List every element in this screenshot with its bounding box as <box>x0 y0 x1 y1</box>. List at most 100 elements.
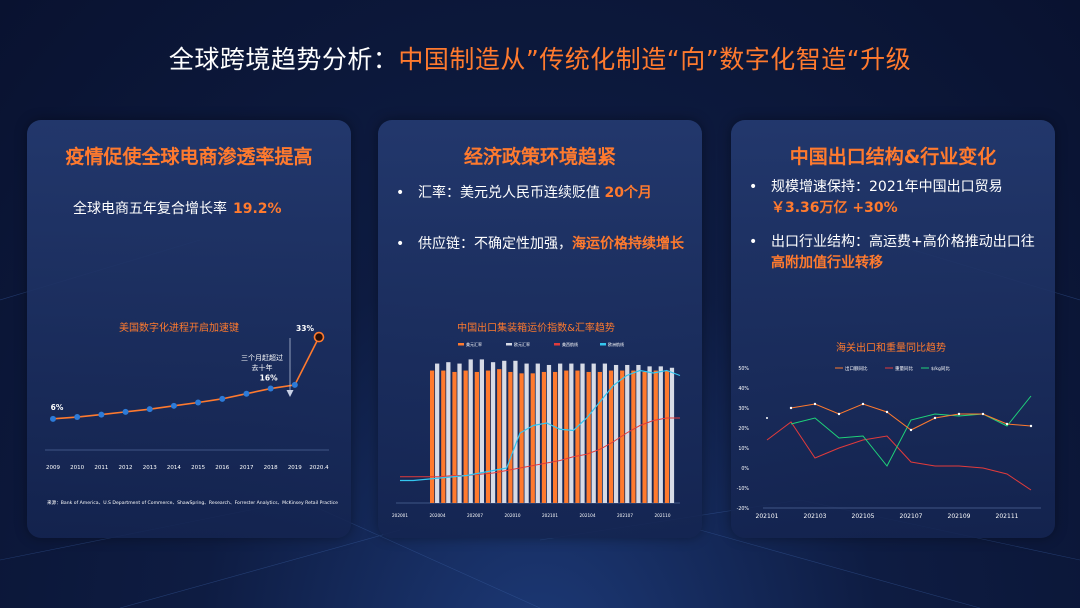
legend-label: 欧洲航线 <box>608 341 624 347</box>
card-heading: 经济政策环境趋紧 <box>463 146 616 168</box>
bar-series-a <box>463 370 468 503</box>
bullet-scale-growth: • 规模增速保持：2021年中国出口贸易 ￥3.36万亿 +30% <box>749 177 1045 219</box>
annotation-line-2: 去十年 <box>252 363 273 372</box>
bar-series-a <box>530 373 535 503</box>
data-point <box>933 416 937 420</box>
data-point <box>789 406 793 410</box>
data-point-end <box>313 331 325 343</box>
bullet-text: 供应链：不确定性加强， <box>418 236 572 252</box>
x-tick-label: 202109 <box>948 513 971 520</box>
bar-series-b <box>569 363 574 503</box>
bar-series-b <box>446 362 451 503</box>
data-point <box>909 428 913 432</box>
line-series-export-value <box>790 403 1032 431</box>
bar-series-a <box>474 371 479 503</box>
x-tick-label: 202104 <box>580 513 596 518</box>
bar-series-a <box>508 371 513 503</box>
data-point <box>1005 422 1009 426</box>
legend-swatch <box>458 343 464 346</box>
x-tick-label: 2016 <box>215 465 229 471</box>
data-point <box>50 415 56 422</box>
bullet-highlight: 海运价格持续增长 <box>572 236 684 252</box>
data-label-mid: 16% <box>260 374 278 383</box>
page-title: 全球跨境趋势分析：中国制造从”传统化制造“向”数字化智造“升级 <box>0 40 1080 76</box>
bullet-highlight: 高附加值行业转移 <box>771 255 883 271</box>
x-tick-label: 2015 <box>191 465 205 471</box>
x-tick-label: 202110 <box>655 513 671 518</box>
source-note: 来源：Bank of America、U.S Department of Com… <box>47 499 338 506</box>
legend-label: 出口额同比 <box>845 365 868 372</box>
y-tick-label: 40% <box>738 386 749 392</box>
bar-series-a <box>608 370 614 503</box>
bar-series-b <box>513 360 518 503</box>
data-point <box>146 406 153 413</box>
bar-series-a <box>553 371 558 503</box>
chart-title: 海关出口和重量同比趋势 <box>836 341 946 354</box>
bar-series-a <box>642 371 647 503</box>
bar-series-a <box>620 370 625 503</box>
y-tick-label: 10% <box>738 446 749 452</box>
bar-series-b <box>479 359 485 503</box>
bullet-dot: • <box>396 236 405 252</box>
bar-series-b <box>535 363 540 503</box>
y-tick-label: -10% <box>737 486 750 492</box>
bar-series-a <box>575 370 580 503</box>
growth-stat-label: 全球电商五年复合增长率 <box>73 201 227 217</box>
x-tick-label: 202105 <box>852 513 875 520</box>
legend-label: 欧元汇率 <box>514 341 530 347</box>
data-point <box>195 399 202 406</box>
x-tick-label: 202004 <box>430 513 446 518</box>
bar-series-b <box>647 366 652 503</box>
data-point <box>861 402 865 406</box>
x-tick-label: 2010 <box>70 465 84 471</box>
bar-series-a <box>452 371 457 503</box>
data-point <box>122 408 129 415</box>
x-tick-label: 2011 <box>94 465 108 471</box>
line-series-a <box>400 417 680 478</box>
legend-label: 美元汇率 <box>466 341 482 347</box>
line-series-b <box>400 369 681 482</box>
data-point <box>291 381 298 388</box>
card-export-structure: 中国出口结构&行业变化 • 规模增速保持：2021年中国出口贸易 ￥3.36万亿 +… <box>731 120 1055 538</box>
x-tick-label: 202103 <box>804 513 827 520</box>
series-line <box>52 336 320 420</box>
data-point <box>837 412 841 416</box>
legend-label: $/kg同比 <box>931 365 950 372</box>
bar-series-a <box>597 371 602 503</box>
bar-series-a <box>653 370 658 503</box>
x-tick-label: 2018 <box>264 465 278 471</box>
data-point <box>957 412 961 416</box>
bar-series-b <box>502 360 507 503</box>
bar-series-b <box>580 363 585 503</box>
bar-series-b <box>669 367 675 503</box>
data-point <box>766 417 768 419</box>
x-tick-label: 202001 <box>392 513 408 518</box>
x-tick-label: 2013 <box>143 465 157 471</box>
annotation-arrow-head <box>286 390 294 397</box>
x-tick-label: 2012 <box>119 465 133 471</box>
legend-swatch <box>600 343 606 346</box>
data-point <box>1029 424 1033 428</box>
x-tick-label: 202107 <box>617 513 633 518</box>
card-ecommerce: 疫情促使全球电商渗透率提高 全球电商五年复合增长率 19.2% 美国数字化进程开启… <box>27 120 351 538</box>
bar-series-b <box>636 364 641 503</box>
x-tick-label: 202107 <box>900 513 923 520</box>
growth-stat: 全球电商五年复合增长率 19.2% <box>73 198 282 218</box>
x-tick-label: 202007 <box>467 513 483 518</box>
chart-title: 美国数字化进程开启加速键 <box>119 321 239 334</box>
title-prefix: 全球跨境趋势分析： <box>168 45 399 74</box>
bar-series-a <box>497 369 502 503</box>
annotation-line-1: 三个月赶超过 <box>241 353 283 362</box>
freight-index-chart: 中国出口集装箱运价指数&汇率趋势 美元汇率 欧元汇率 美西航线 欧洲航线 202001 2… <box>392 321 681 518</box>
growth-stat-value: 19.2% <box>233 201 282 217</box>
bar-series-b <box>457 363 462 503</box>
data-point <box>885 410 889 414</box>
bar-series-a <box>485 370 491 503</box>
bar-series-b <box>591 363 596 503</box>
data-label-end: 33% <box>296 324 314 333</box>
bullet-dot: • <box>749 234 758 250</box>
data-point <box>243 390 250 397</box>
bullet-text: 规模增速保持：2021年中国出口贸易 <box>771 179 1003 195</box>
bar-series-a <box>586 371 591 503</box>
x-tick-label: 202010 <box>505 513 521 518</box>
